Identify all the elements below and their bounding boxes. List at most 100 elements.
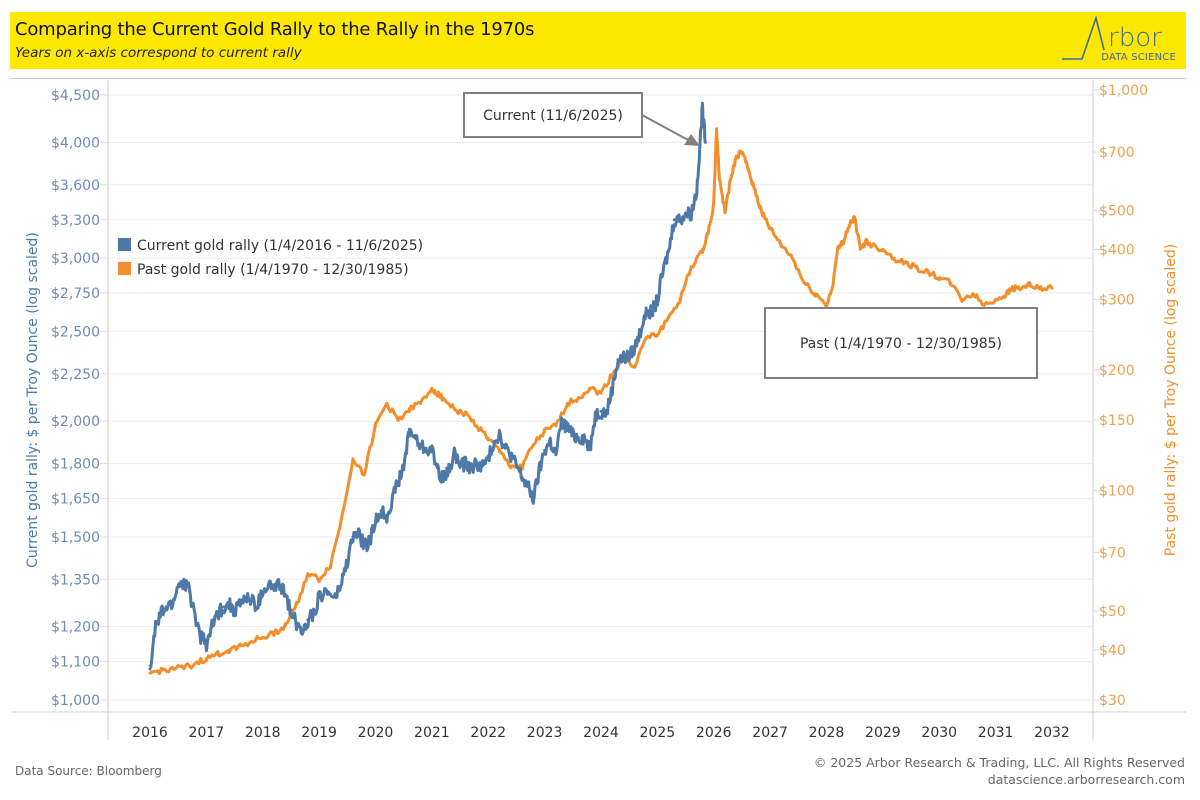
- x-tick-label: 2031: [978, 725, 1014, 741]
- website-link[interactable]: datascience.arborresearch.com: [987, 772, 1185, 787]
- current-series-point: [419, 444, 423, 448]
- past-series-point: [543, 430, 547, 434]
- past-series-point: [746, 166, 750, 170]
- past-series-point: [250, 640, 253, 643]
- past-series-point: [881, 247, 885, 251]
- current-series-point: [233, 608, 237, 612]
- x-tick-label: 2028: [809, 725, 845, 741]
- current-series-point: [323, 589, 327, 593]
- current-series-point: [159, 612, 163, 615]
- past-series-point: [328, 564, 332, 567]
- header-divider: [10, 78, 1186, 79]
- x-tick-label: 2029: [865, 725, 901, 741]
- current-series-point: [537, 471, 541, 475]
- x-tick-label: 2019: [301, 725, 337, 741]
- current-series-point: [514, 464, 518, 468]
- y-tick-label-right: $1,000: [1099, 83, 1148, 99]
- legend-label-past: Past gold rally (1/4/1970 - 12/30/1985): [137, 262, 409, 278]
- past-series-point: [830, 286, 834, 290]
- current-series-point: [565, 425, 569, 429]
- past-series-point: [644, 336, 648, 340]
- past-series-point: [475, 424, 479, 428]
- current-series-point: [543, 448, 547, 452]
- y-tick-label-right: $150: [1099, 413, 1135, 429]
- y-tick-label-right: $50: [1099, 604, 1126, 620]
- chart-header: Comparing the Current Gold Rally to the …: [10, 12, 1186, 69]
- past-series-point: [351, 457, 355, 461]
- current-series-point: [300, 628, 304, 632]
- past-series-point: [915, 266, 919, 270]
- current-series-point: [295, 621, 299, 625]
- current-series-point: [368, 540, 372, 544]
- current-series-point: [272, 586, 276, 590]
- past-series-point: [858, 247, 862, 251]
- past-series-point: [751, 183, 755, 187]
- legend-swatch-past: [118, 262, 131, 275]
- current-series-point: [684, 212, 688, 216]
- current-series-point: [413, 436, 417, 440]
- y-tick-label-left: $3,000: [51, 251, 100, 267]
- series-past: [148, 127, 1054, 676]
- x-tick-label: 2020: [358, 725, 394, 741]
- past-series-line: [149, 128, 1054, 676]
- past-series-point: [1011, 286, 1014, 290]
- current-series-point: [610, 386, 614, 390]
- past-series-point: [306, 572, 310, 576]
- current-series-point: [306, 618, 310, 622]
- past-series-point: [216, 652, 220, 656]
- y-axis-left-ticks: $1,000 $1,100 $1,200 $1,350 $1,500 $1,650 $1,8…: [51, 88, 108, 709]
- x-tick-label: 2025: [640, 725, 676, 741]
- current-series-point: [560, 421, 563, 425]
- y-tick-label-right: $40: [1099, 643, 1126, 659]
- y-tick-label-left: $4,000: [51, 135, 100, 151]
- current-series-point: [486, 457, 490, 461]
- past-series-point: [892, 256, 896, 260]
- y-axis-left-title: Current gold rally: $ per Troy Ounce (lo…: [25, 232, 41, 568]
- current-series-point: [661, 270, 665, 274]
- current-series-point: [526, 485, 530, 489]
- current-series-point: [148, 667, 152, 671]
- current-series-point: [204, 642, 208, 646]
- current-series-point: [672, 218, 676, 222]
- current-series-point: [407, 427, 411, 431]
- current-series-point: [199, 635, 203, 639]
- x-tick-label: 2032: [1034, 725, 1070, 741]
- past-series-point: [836, 247, 840, 251]
- past-series-point: [689, 266, 693, 270]
- current-series-point: [390, 497, 394, 501]
- current-series-point: [627, 354, 631, 358]
- x-axis-ticks: 2016 2017 2018 2019 2020 2021 2022 2023 2024 2025…: [132, 725, 1070, 741]
- past-series-point: [813, 292, 817, 296]
- y-tick-label-left: $2,000: [51, 414, 100, 430]
- legend-swatch-current: [118, 238, 131, 251]
- current-series-point: [340, 580, 344, 584]
- past-series-point: [960, 297, 964, 301]
- current-series-point: [182, 580, 186, 584]
- current-series-point: [599, 409, 603, 413]
- current-series-point: [261, 589, 265, 593]
- arbor-logo: rbor DATA SCIENCE: [1060, 14, 1180, 68]
- past-series-point: [729, 177, 733, 181]
- past-series-point: [971, 292, 975, 296]
- y-tick-label-left: $2,500: [51, 324, 100, 340]
- past-series-point: [452, 407, 456, 411]
- current-series-point: [396, 480, 400, 484]
- y-tick-label-right: $300: [1099, 292, 1135, 308]
- current-series-point: [379, 509, 383, 513]
- past-series-point: [717, 177, 721, 181]
- current-series-point: [221, 605, 225, 609]
- y-tick-label-left: $2,250: [51, 367, 100, 383]
- past-series-point: [272, 631, 276, 635]
- current-series-point: [216, 612, 220, 615]
- past-series-point: [227, 648, 231, 652]
- past-series-point: [667, 316, 671, 320]
- past-series-point: [706, 231, 710, 235]
- past-series-point: [712, 202, 716, 206]
- past-series-point: [903, 261, 907, 265]
- current-series-point: [576, 436, 580, 440]
- current-series-point: [289, 608, 293, 612]
- past-series-point: [768, 227, 772, 231]
- current-series-point: [176, 583, 180, 587]
- x-tick-label: 2026: [696, 725, 732, 741]
- current-series-point: [498, 431, 501, 435]
